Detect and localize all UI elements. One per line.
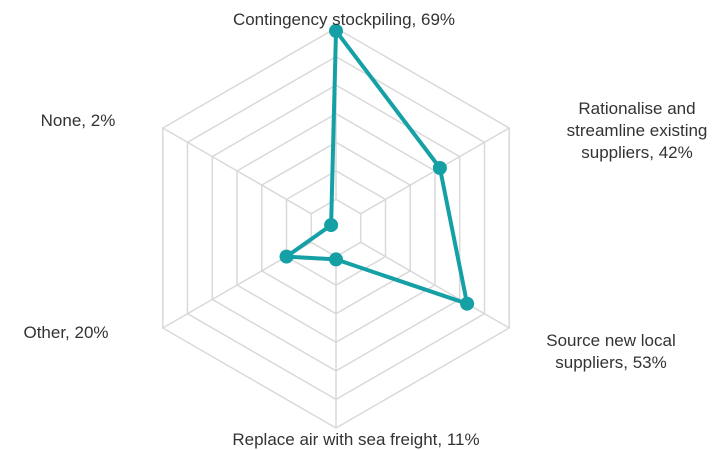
category-label-3: Source new local suppliers, 53% — [546, 331, 675, 372]
category-label-line: Replace air with sea freight, 11% — [232, 430, 479, 449]
data-point-1 — [329, 23, 343, 38]
category-label-line: Source new local — [546, 331, 675, 350]
radar-series — [279, 23, 475, 311]
category-label-5: Other, 20% — [23, 323, 108, 342]
data-point-2 — [432, 161, 447, 175]
category-label-line: Contingency stockpiling, 69% — [233, 10, 455, 29]
data-point-3 — [460, 296, 475, 311]
category-label-line: Rationalise and — [578, 99, 695, 118]
data-point-5 — [279, 249, 294, 264]
data-point-4 — [329, 252, 343, 267]
category-label-line: suppliers, 42% — [581, 143, 693, 162]
category-label-2: Rationalise and streamline existing suppli… — [567, 99, 708, 162]
axis-spoke-3 — [360, 241, 510, 329]
category-label-1: Contingency stockpiling, 69% — [233, 10, 455, 29]
category-label-line: None, 2% — [41, 111, 116, 130]
data-point-6 — [324, 218, 339, 233]
category-labels: Contingency stockpiling, 69% Rationalise … — [23, 10, 707, 449]
category-label-line: suppliers, 53% — [555, 353, 667, 372]
category-label-line: streamline existing — [567, 121, 708, 140]
category-label-line: Other, 20% — [23, 323, 108, 342]
category-label-4: Replace air with sea freight, 11% — [232, 430, 479, 449]
axis-spoke-6 — [162, 127, 312, 215]
category-label-6: None, 2% — [41, 111, 116, 130]
